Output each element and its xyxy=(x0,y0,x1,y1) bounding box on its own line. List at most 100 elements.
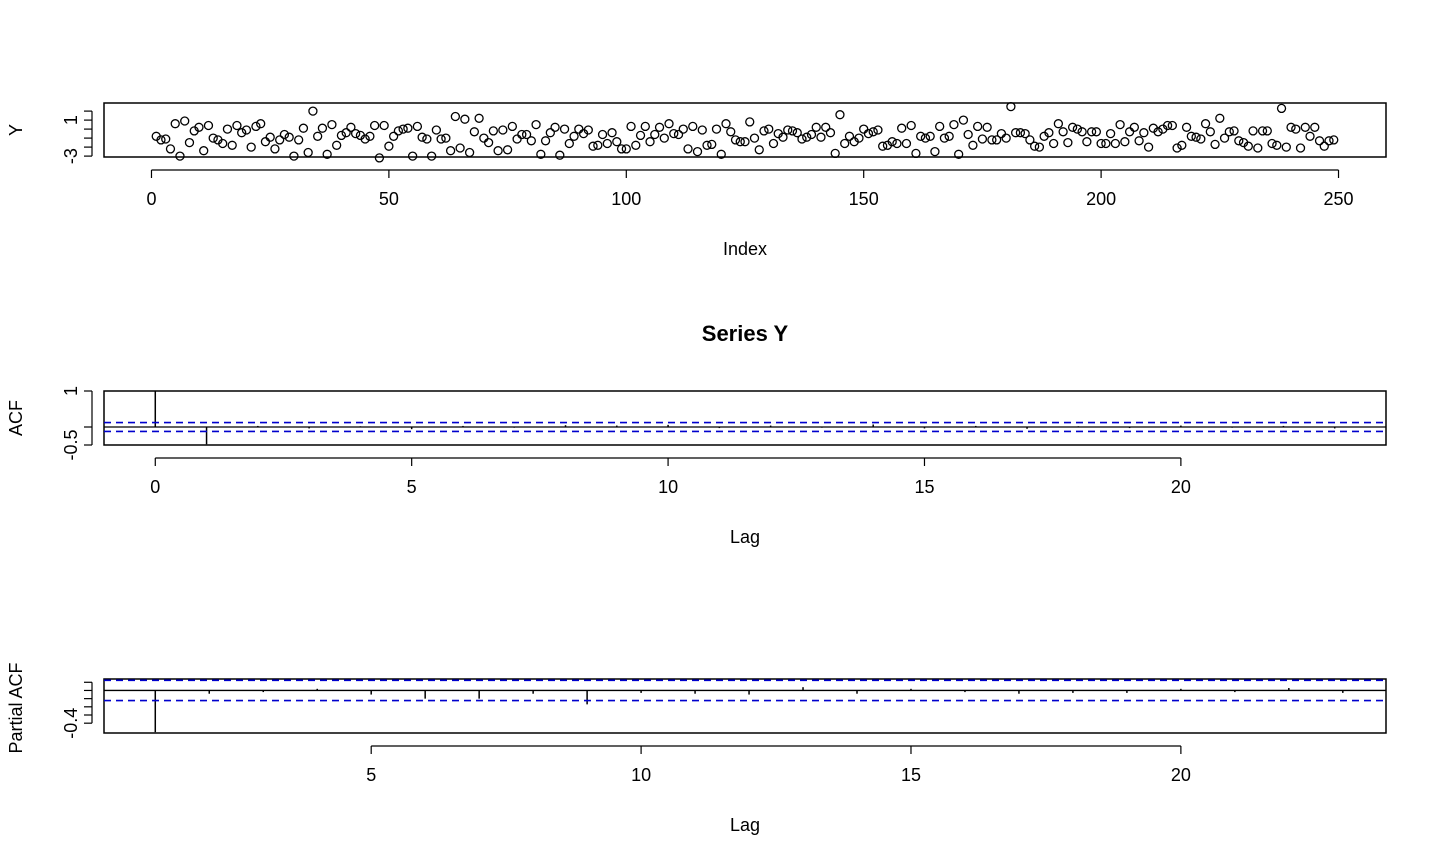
data-point xyxy=(1224,127,1234,137)
y-tick-label: 1 xyxy=(61,386,81,396)
x-tick-label: 5 xyxy=(407,477,417,497)
x-tick-label: 150 xyxy=(849,189,879,209)
data-point xyxy=(317,123,328,133)
data-point xyxy=(574,124,584,134)
data-point xyxy=(1243,141,1253,151)
data-point xyxy=(1129,122,1139,132)
x-axis-label: Index xyxy=(723,239,767,259)
data-point xyxy=(398,124,408,134)
data-point xyxy=(488,126,498,136)
data-point xyxy=(445,146,456,156)
data-point xyxy=(322,149,332,159)
data-point xyxy=(816,132,826,142)
data-point xyxy=(887,137,897,147)
data-point xyxy=(1010,128,1021,138)
data-point xyxy=(403,123,413,133)
data-point xyxy=(925,131,935,141)
data-point xyxy=(707,139,717,150)
data-point xyxy=(669,128,679,139)
data-point xyxy=(464,147,475,158)
x-axis: 0 5 10 15 20 xyxy=(150,457,1191,497)
data-point xyxy=(327,119,337,130)
data-point xyxy=(564,138,574,149)
data-point xyxy=(517,129,527,140)
data-point xyxy=(830,148,840,159)
data-point xyxy=(1300,122,1310,132)
data-point xyxy=(901,138,912,149)
data-point xyxy=(645,137,655,147)
data-point xyxy=(664,119,674,129)
data-point xyxy=(930,146,940,157)
data-point xyxy=(1072,124,1083,134)
data-point xyxy=(659,133,669,143)
data-point xyxy=(920,133,931,143)
data-point xyxy=(1101,138,1111,149)
data-point xyxy=(332,140,342,150)
y-tick-label: -0.5 xyxy=(61,429,81,460)
data-point xyxy=(678,124,688,134)
data-point xyxy=(621,144,631,154)
data-point xyxy=(1120,137,1130,147)
data-point xyxy=(237,128,247,138)
data-point xyxy=(911,148,921,159)
data-point xyxy=(726,127,736,137)
data-point xyxy=(597,129,608,140)
data-point xyxy=(407,151,418,161)
x-tick-label: 15 xyxy=(901,765,921,785)
x-axis-label: Lag xyxy=(730,527,760,547)
data-point xyxy=(1167,120,1177,131)
data-point xyxy=(730,135,741,145)
data-point xyxy=(821,122,831,132)
data-point xyxy=(1096,138,1106,149)
data-point xyxy=(1314,136,1325,146)
data-point xyxy=(369,120,380,131)
data-point xyxy=(825,128,836,138)
data-point xyxy=(384,141,394,151)
data-point xyxy=(426,151,437,161)
x-tick-label: 0 xyxy=(150,477,160,497)
data-point xyxy=(1257,126,1268,136)
data-point xyxy=(469,127,480,137)
data-point xyxy=(555,150,565,160)
data-point xyxy=(208,133,218,143)
data-point xyxy=(892,138,902,149)
data-point xyxy=(531,119,541,130)
data-point xyxy=(688,121,698,132)
data-point xyxy=(1115,119,1125,130)
data-point xyxy=(1001,133,1011,143)
data-point xyxy=(754,145,764,155)
data-point xyxy=(982,122,992,132)
data-point xyxy=(683,144,693,154)
data-point xyxy=(1181,122,1192,132)
data-point xyxy=(1153,127,1163,137)
x-tick-label: 5 xyxy=(366,765,376,785)
data-point xyxy=(1319,141,1329,151)
data-point xyxy=(1229,126,1239,136)
scatter-points xyxy=(151,101,1339,163)
data-point xyxy=(593,140,603,150)
data-point xyxy=(455,143,465,153)
data-point xyxy=(583,125,593,135)
data-point xyxy=(1219,133,1230,143)
data-point xyxy=(1006,101,1016,112)
data-point xyxy=(1177,140,1187,150)
data-point xyxy=(916,131,926,141)
data-point xyxy=(949,119,959,130)
x-tick-label: 50 xyxy=(379,189,399,209)
plot-frame xyxy=(103,102,1387,158)
data-point xyxy=(1329,135,1339,145)
data-point xyxy=(740,137,750,147)
data-point xyxy=(341,128,351,138)
data-point xyxy=(802,132,812,142)
data-point xyxy=(313,131,323,141)
acf-panel: Series Y 0 5 10 15 20 -0.5 1 Lag ACF xyxy=(6,321,1387,547)
data-point xyxy=(1124,127,1135,137)
pacf-panel: 5 10 15 20 -0.4 Lag Partial ACF xyxy=(6,662,1387,835)
data-point xyxy=(227,140,237,150)
data-point xyxy=(1191,132,1201,142)
data-point xyxy=(1172,143,1182,153)
data-point xyxy=(260,137,271,147)
data-point xyxy=(1143,142,1154,152)
data-point xyxy=(1210,139,1220,150)
